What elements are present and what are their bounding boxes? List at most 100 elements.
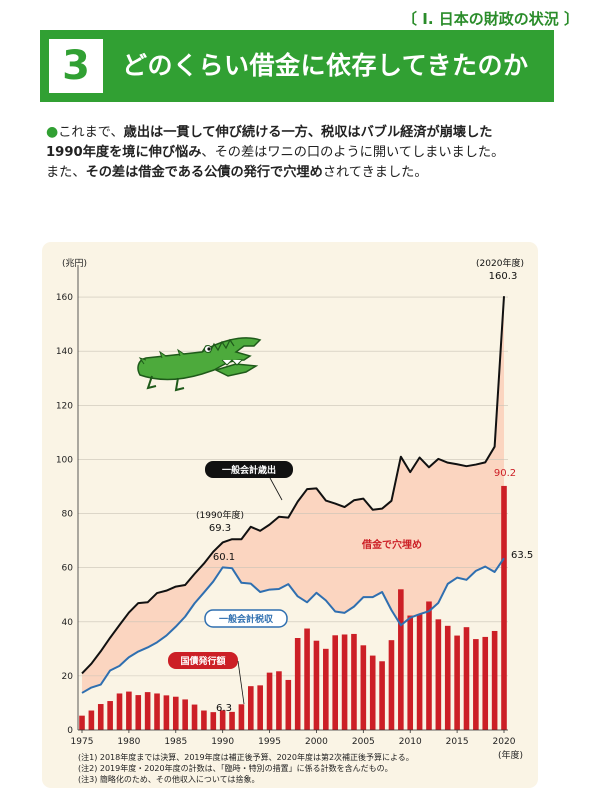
- bond-bar: [388, 640, 395, 730]
- bond-bar: [454, 635, 460, 730]
- x-tick-label: 2020: [493, 737, 516, 747]
- bond-bar: [426, 601, 432, 730]
- bond-bar: [379, 661, 385, 730]
- y-tick-label: 120: [56, 401, 73, 411]
- tax-line: [81, 557, 505, 694]
- bond-bar: [182, 699, 188, 730]
- x-tick-label: 1995: [258, 737, 281, 747]
- annotation-2020-spending: 160.3: [489, 271, 518, 282]
- bond-bar: [219, 710, 226, 730]
- bond-bar: [135, 695, 142, 730]
- bond-bar: [88, 710, 95, 730]
- annotation-2020-tax: 63.5: [511, 550, 533, 561]
- y-tick-label: 100: [56, 455, 73, 465]
- bond-bar: [172, 696, 179, 730]
- y-tick-label: 140: [56, 347, 73, 357]
- bond-bar: [126, 691, 132, 730]
- y-tick-label: 0: [67, 726, 73, 736]
- spending-label-box: [205, 461, 293, 478]
- spending-line: [81, 296, 505, 675]
- title-banner: 3 どのくらい借金に依存してきたのか: [40, 30, 554, 102]
- bond-bar: [501, 485, 507, 730]
- chart-notes: (注1) 2018年度までは決算、2019年度は補正後予算、2020年度は第2次…: [78, 752, 414, 785]
- bond-bar: [107, 701, 113, 730]
- y-axis-label: (兆円): [62, 258, 87, 269]
- bond-bar: [491, 630, 498, 730]
- spending-leader: [269, 477, 283, 501]
- bond-bar: [473, 639, 479, 730]
- spending-label: 一般会計歳出: [222, 464, 276, 476]
- bond-bar: [201, 710, 207, 730]
- x-tick-label: 1980: [117, 737, 140, 747]
- annotation-1990-year: (1990年度): [196, 509, 244, 521]
- annotation-2020-year: (2020年度): [476, 257, 524, 269]
- bond-bar: [294, 638, 301, 730]
- bond-bar: [79, 715, 85, 730]
- bond-bar: [191, 704, 198, 730]
- gap-label: 借金で穴埋め: [361, 538, 422, 551]
- bullet-icon: ●: [46, 124, 59, 140]
- section-number: 3: [49, 39, 103, 93]
- tax-label-box: [204, 609, 288, 628]
- x-tick-label: 1990: [211, 737, 234, 747]
- y-tick-label: 40: [62, 618, 74, 628]
- bond-bar: [97, 704, 104, 730]
- bond-bar: [154, 693, 160, 730]
- lead-line2-b: 、その差はワニの口のように開いてしまいました。: [201, 145, 505, 160]
- annotation-bond-min: 6.3: [216, 703, 232, 714]
- bond-bar: [285, 679, 292, 730]
- bond-bar: [266, 672, 273, 730]
- annotation-2020-bonds: 90.2: [494, 468, 516, 479]
- x-axis-label: (年度): [498, 749, 523, 761]
- y-tick-label: 80: [62, 510, 74, 520]
- y-tick-label: 160: [56, 293, 73, 303]
- bond-bar: [482, 636, 489, 730]
- bond-bar: [341, 634, 348, 730]
- bonds-leader: [237, 660, 245, 705]
- lead-line2-a: 1990年度を境に伸び悩み: [46, 145, 202, 160]
- x-tick-label: 2005: [352, 737, 375, 747]
- annotation-1990-tax: 60.1: [213, 552, 235, 563]
- bond-bar: [444, 625, 451, 730]
- x-tick-label: 2010: [399, 737, 422, 747]
- lead-line3-a: また、: [46, 165, 86, 180]
- bond-bar: [248, 686, 254, 730]
- x-tick-label: 2000: [305, 737, 328, 747]
- bond-bar: [351, 633, 357, 730]
- x-tick-label: 2015: [446, 737, 469, 747]
- lead-line3-b: その差は借金である公債の発行で穴埋め: [85, 165, 323, 180]
- bond-bar: [369, 655, 376, 730]
- bond-bar: [332, 635, 338, 730]
- page-title: どのくらい借金に依存してきたのか: [122, 51, 529, 80]
- section-tag: 〔 I. 日本の財政の状況 〕: [402, 10, 579, 28]
- lead-line3-c: されてきました。: [322, 165, 428, 180]
- bond-bar: [238, 704, 245, 730]
- x-tick-label: 1975: [71, 737, 94, 747]
- bond-bar: [304, 628, 310, 730]
- tax-label: 一般会計税収: [219, 613, 274, 625]
- bond-bar: [276, 671, 282, 730]
- y-tick-label: 20: [62, 672, 74, 682]
- bond-bar: [257, 685, 263, 730]
- lead-line1-b: 歳出は一貫して伸び続ける一方、税収はバブル経済が崩壊した: [123, 125, 493, 140]
- bond-bar: [313, 640, 320, 730]
- bond-bar: [144, 692, 151, 730]
- bond-bar: [416, 614, 423, 730]
- note-3: (注3) 簡略化のため、その他収入については捨象。: [78, 775, 260, 784]
- bond-bar: [360, 645, 367, 730]
- bond-bar: [407, 615, 414, 730]
- bonds-label-box: [168, 652, 238, 669]
- bond-bar: [116, 693, 123, 730]
- lead-line1-a: これまで、: [58, 125, 124, 140]
- note-2: (注2) 2019年度・2020年度の計数は、「臨時・特別の措置」に係る計数を含…: [78, 764, 393, 773]
- bond-bar: [163, 695, 170, 730]
- bond-bar: [229, 711, 235, 730]
- note-1: (注1) 2018年度までは決算、2019年度は補正後予算、2020年度は第2次…: [78, 753, 414, 762]
- x-tick-label: 1985: [164, 737, 187, 747]
- y-tick-label: 60: [62, 564, 74, 574]
- bond-bar: [435, 619, 442, 730]
- bond-bar: [210, 712, 217, 730]
- bonds-label: 国債発行額: [180, 655, 225, 667]
- bond-bar: [463, 627, 470, 730]
